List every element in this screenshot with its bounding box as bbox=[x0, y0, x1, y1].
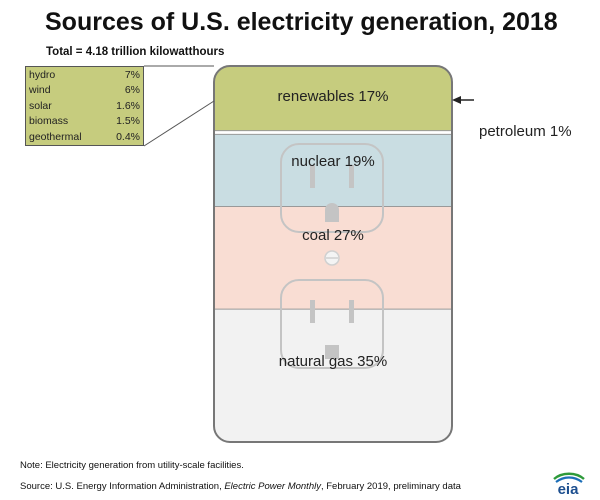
upper-receptacle bbox=[280, 143, 384, 233]
breakdown-name: hydro bbox=[29, 69, 56, 81]
center-screw bbox=[324, 250, 340, 266]
breakdown-row-solar: solar 1.6% bbox=[29, 99, 140, 114]
segment-label-nuclear: nuclear 19% bbox=[291, 153, 375, 171]
breakdown-value: 7% bbox=[124, 69, 140, 81]
source-publication: Electric Power Monthly bbox=[224, 481, 321, 492]
source-note: Source: U.S. Energy Information Administ… bbox=[20, 481, 461, 492]
segment-nuclear bbox=[214, 134, 452, 207]
renewables-breakdown-box: hydro 7% wind 6% solar 1.6% biomass 1.5% geother… bbox=[25, 66, 144, 146]
segment-label-petroleum: petroleum 1% bbox=[479, 123, 572, 141]
breakdown-name: biomass bbox=[29, 115, 69, 128]
source-prefix: Source: U.S. Energy Information Administ… bbox=[20, 481, 225, 492]
segment-label-renewables: renewables 17% bbox=[277, 88, 389, 106]
svg-text:eia: eia bbox=[558, 481, 580, 496]
eia-logo: eia bbox=[548, 470, 588, 498]
breakdown-value: 1.5% bbox=[116, 115, 140, 128]
breakdown-connector-bottom bbox=[143, 100, 215, 147]
chart-subtitle: Total = 4.18 trillion kilowatthours bbox=[46, 46, 225, 58]
segment-natural-gas bbox=[214, 309, 452, 442]
breakdown-value: 0.4% bbox=[116, 130, 140, 143]
plate-outline bbox=[213, 65, 453, 443]
breakdown-row-hydro: hydro 7% bbox=[29, 68, 140, 83]
source-suffix: , February 2019, preliminary data bbox=[320, 481, 461, 492]
segment-label-coal: coal 27% bbox=[302, 226, 364, 244]
segment-label-natural-gas: natural gas 35% bbox=[278, 352, 388, 370]
breakdown-value: 6% bbox=[124, 84, 140, 97]
breakdown-name: solar bbox=[29, 99, 52, 112]
breakdown-name: wind bbox=[29, 84, 51, 97]
footnote: Note: Electricity generation from utilit… bbox=[20, 460, 244, 471]
segment-renewables bbox=[214, 66, 452, 131]
segment-group bbox=[214, 66, 452, 442]
breakdown-row-wind: wind 6% bbox=[29, 83, 140, 98]
breakdown-row-geothermal: geothermal 0.4% bbox=[29, 130, 140, 145]
lower-receptacle bbox=[280, 279, 384, 369]
breakdown-name: geothermal bbox=[29, 130, 82, 143]
petroleum-arrow bbox=[452, 96, 474, 104]
breakdown-value: 1.6% bbox=[116, 99, 140, 112]
segment-petroleum bbox=[214, 130, 452, 135]
chart-title: Sources of U.S. electricity generation, … bbox=[45, 8, 558, 36]
breakdown-row-biomass: biomass 1.5% bbox=[29, 114, 140, 129]
